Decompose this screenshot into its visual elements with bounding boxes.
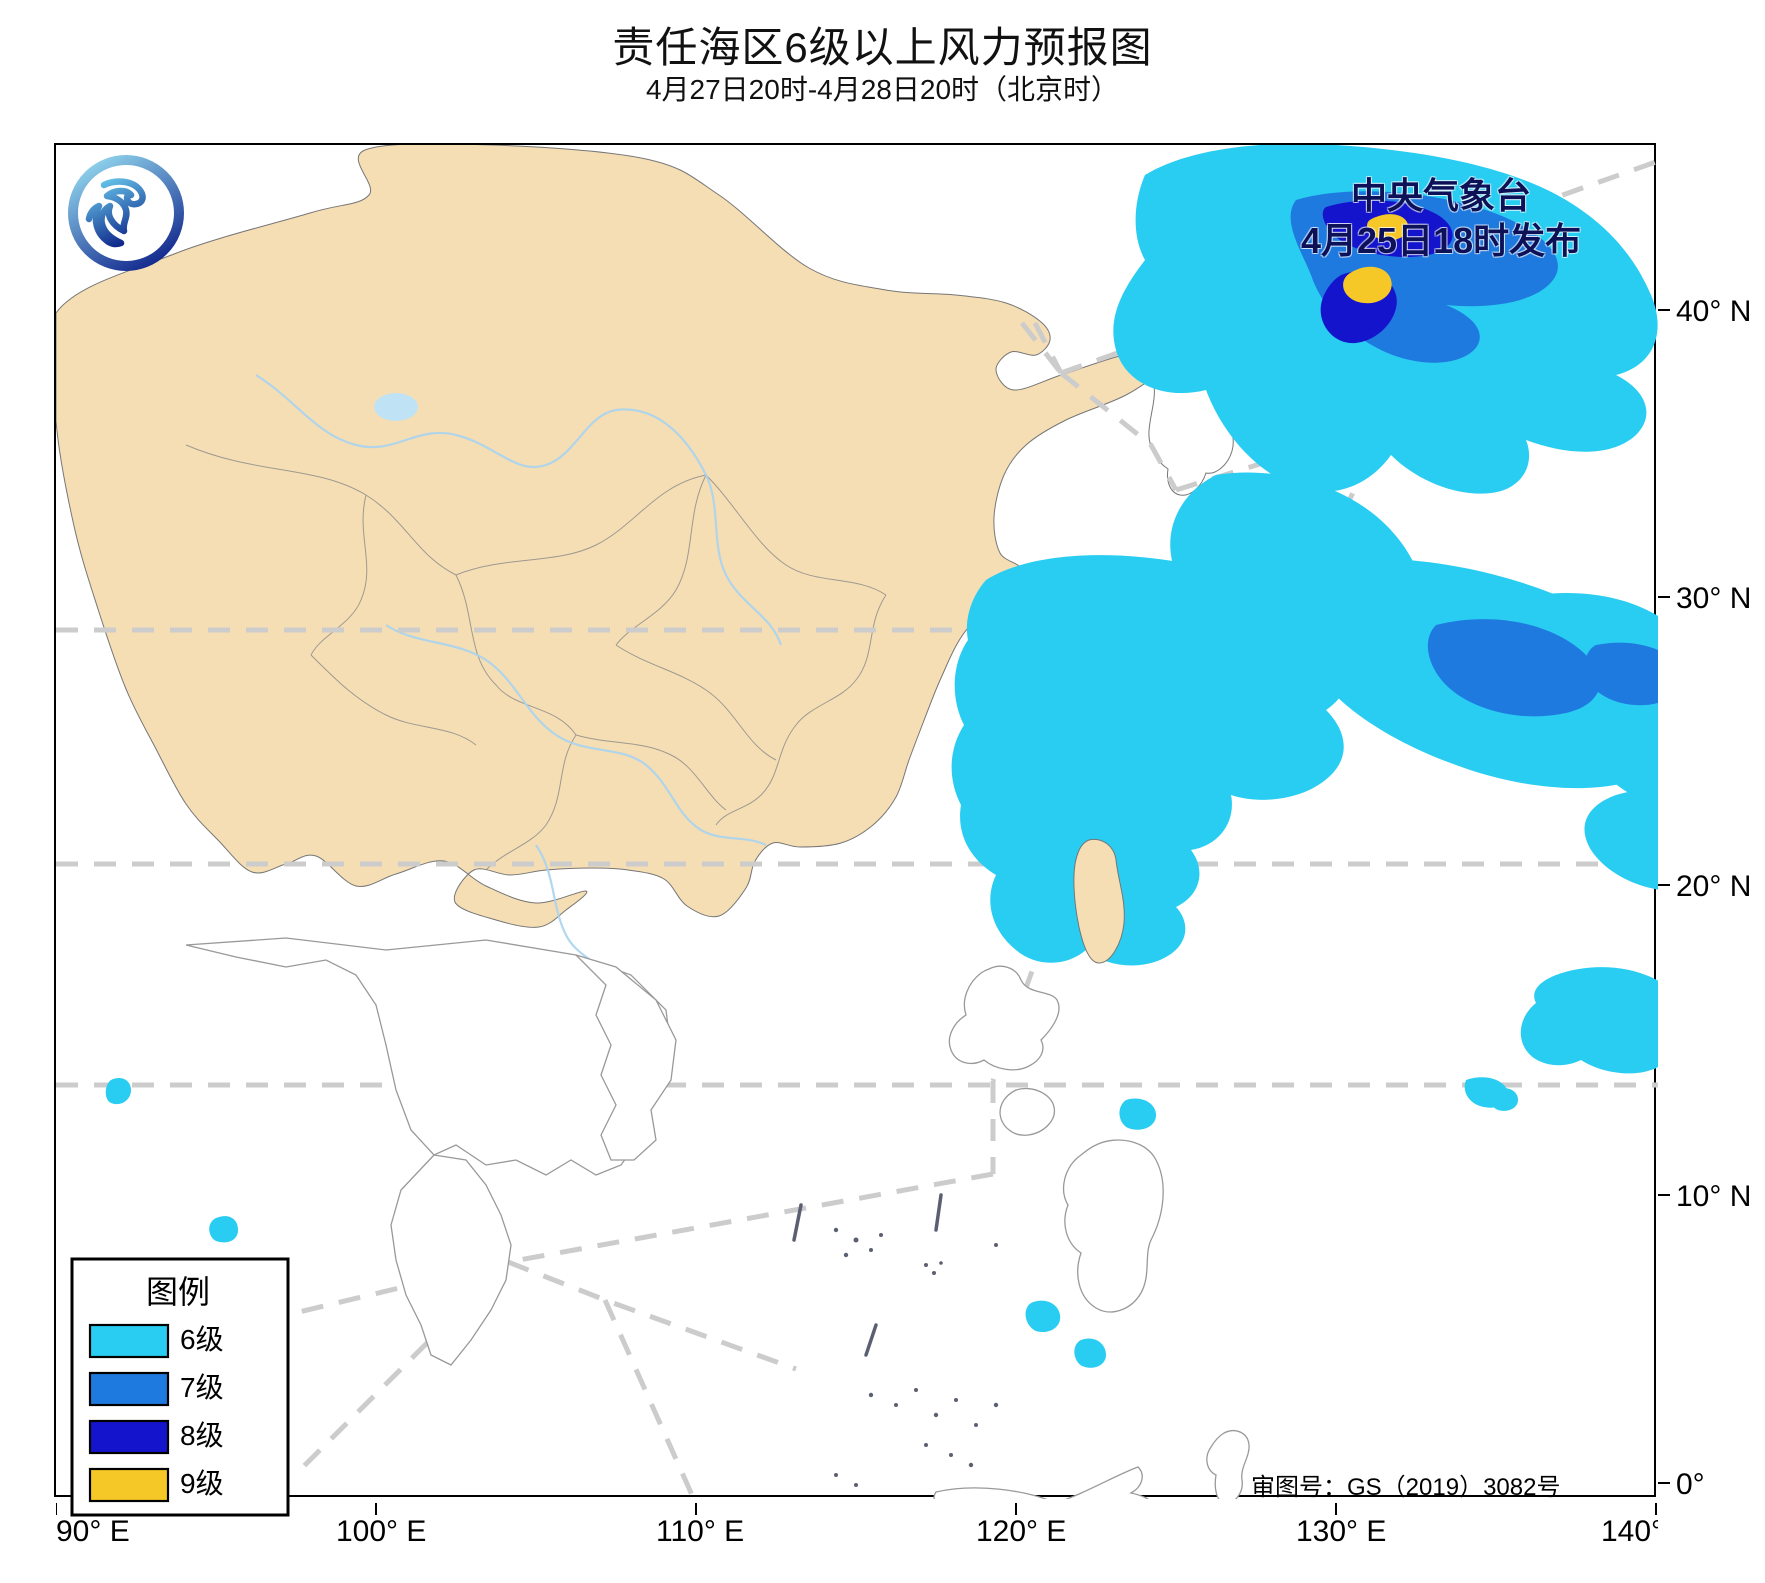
svg-text:20° N: 20° N bbox=[1676, 870, 1751, 903]
svg-text:8级: 8级 bbox=[180, 1420, 224, 1451]
svg-text:130° E: 130° E bbox=[1296, 1515, 1386, 1543]
svg-text:0°: 0° bbox=[1676, 1468, 1705, 1499]
svg-text:110° E: 110° E bbox=[656, 1515, 744, 1543]
svg-text:120° E: 120° E bbox=[976, 1515, 1066, 1543]
svg-text:10° N: 10° N bbox=[1676, 1180, 1751, 1213]
svg-text:100° E: 100° E bbox=[336, 1515, 426, 1543]
svg-text:9级: 9级 bbox=[180, 1468, 224, 1499]
svg-text:140° E: 140° E bbox=[1601, 1515, 1658, 1543]
svg-text:40° N: 40° N bbox=[1676, 295, 1751, 328]
svg-text:6级: 6级 bbox=[180, 1324, 224, 1355]
svg-text:7级: 7级 bbox=[180, 1372, 224, 1403]
svg-text:图例: 图例 bbox=[146, 1274, 210, 1310]
svg-text:90° E: 90° E bbox=[56, 1515, 130, 1543]
svg-text:30° N: 30° N bbox=[1676, 582, 1751, 615]
